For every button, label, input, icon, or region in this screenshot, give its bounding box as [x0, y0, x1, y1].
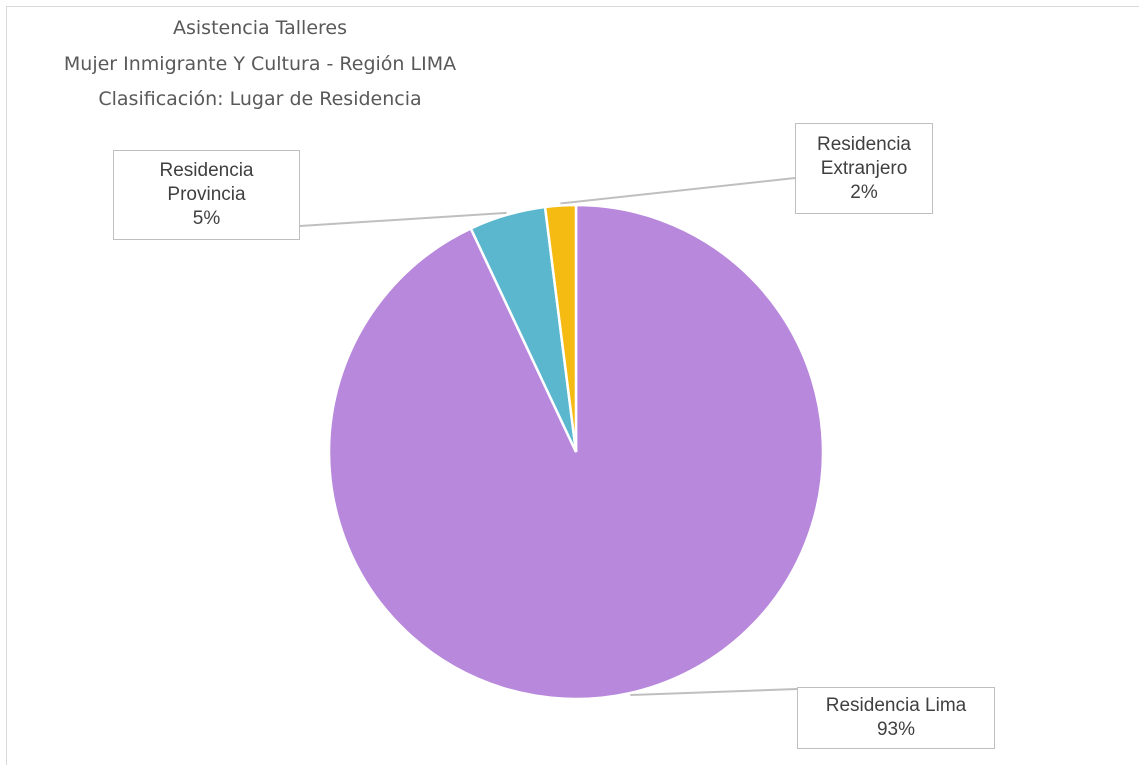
leader-line-extranjero — [560, 177, 796, 205]
callout-provincia-percent: 5% — [192, 208, 221, 229]
callout-extranjero-name-line-2: Extranjero — [820, 157, 908, 179]
pie-slice-residencia-extranjero — [543, 203, 578, 453]
callout-provincia-name-line-2: Provincia — [167, 184, 246, 205]
callout-residencia-extranjero: Residencia Extranjero 2% — [795, 123, 933, 214]
chart-title-line-2: Mujer Inmigrante Y Cultura - Región LIMA — [63, 53, 457, 75]
chart-area — [6, 6, 1139, 765]
callout-provincia-name-line-1: Residencia — [159, 160, 254, 181]
callout-lima-name: Residencia Lima — [825, 695, 967, 716]
leader-line-provincia — [299, 211, 507, 227]
callout-extranjero-name-line-1: Residencia — [817, 133, 911, 155]
callout-lima-percent: 93% — [876, 719, 916, 740]
callout-residencia-provincia: Residencia Provincia 5% — [113, 150, 300, 240]
leader-line-lima — [630, 688, 798, 697]
chart-title-line-3: Clasificación: Lugar de Residencia — [98, 88, 422, 110]
callout-residencia-lima: Residencia Lima 93% — [797, 687, 995, 749]
callout-extranjero-percent: 2% — [850, 181, 878, 203]
chart-title-line-1: Asistencia Talleres — [173, 17, 347, 39]
